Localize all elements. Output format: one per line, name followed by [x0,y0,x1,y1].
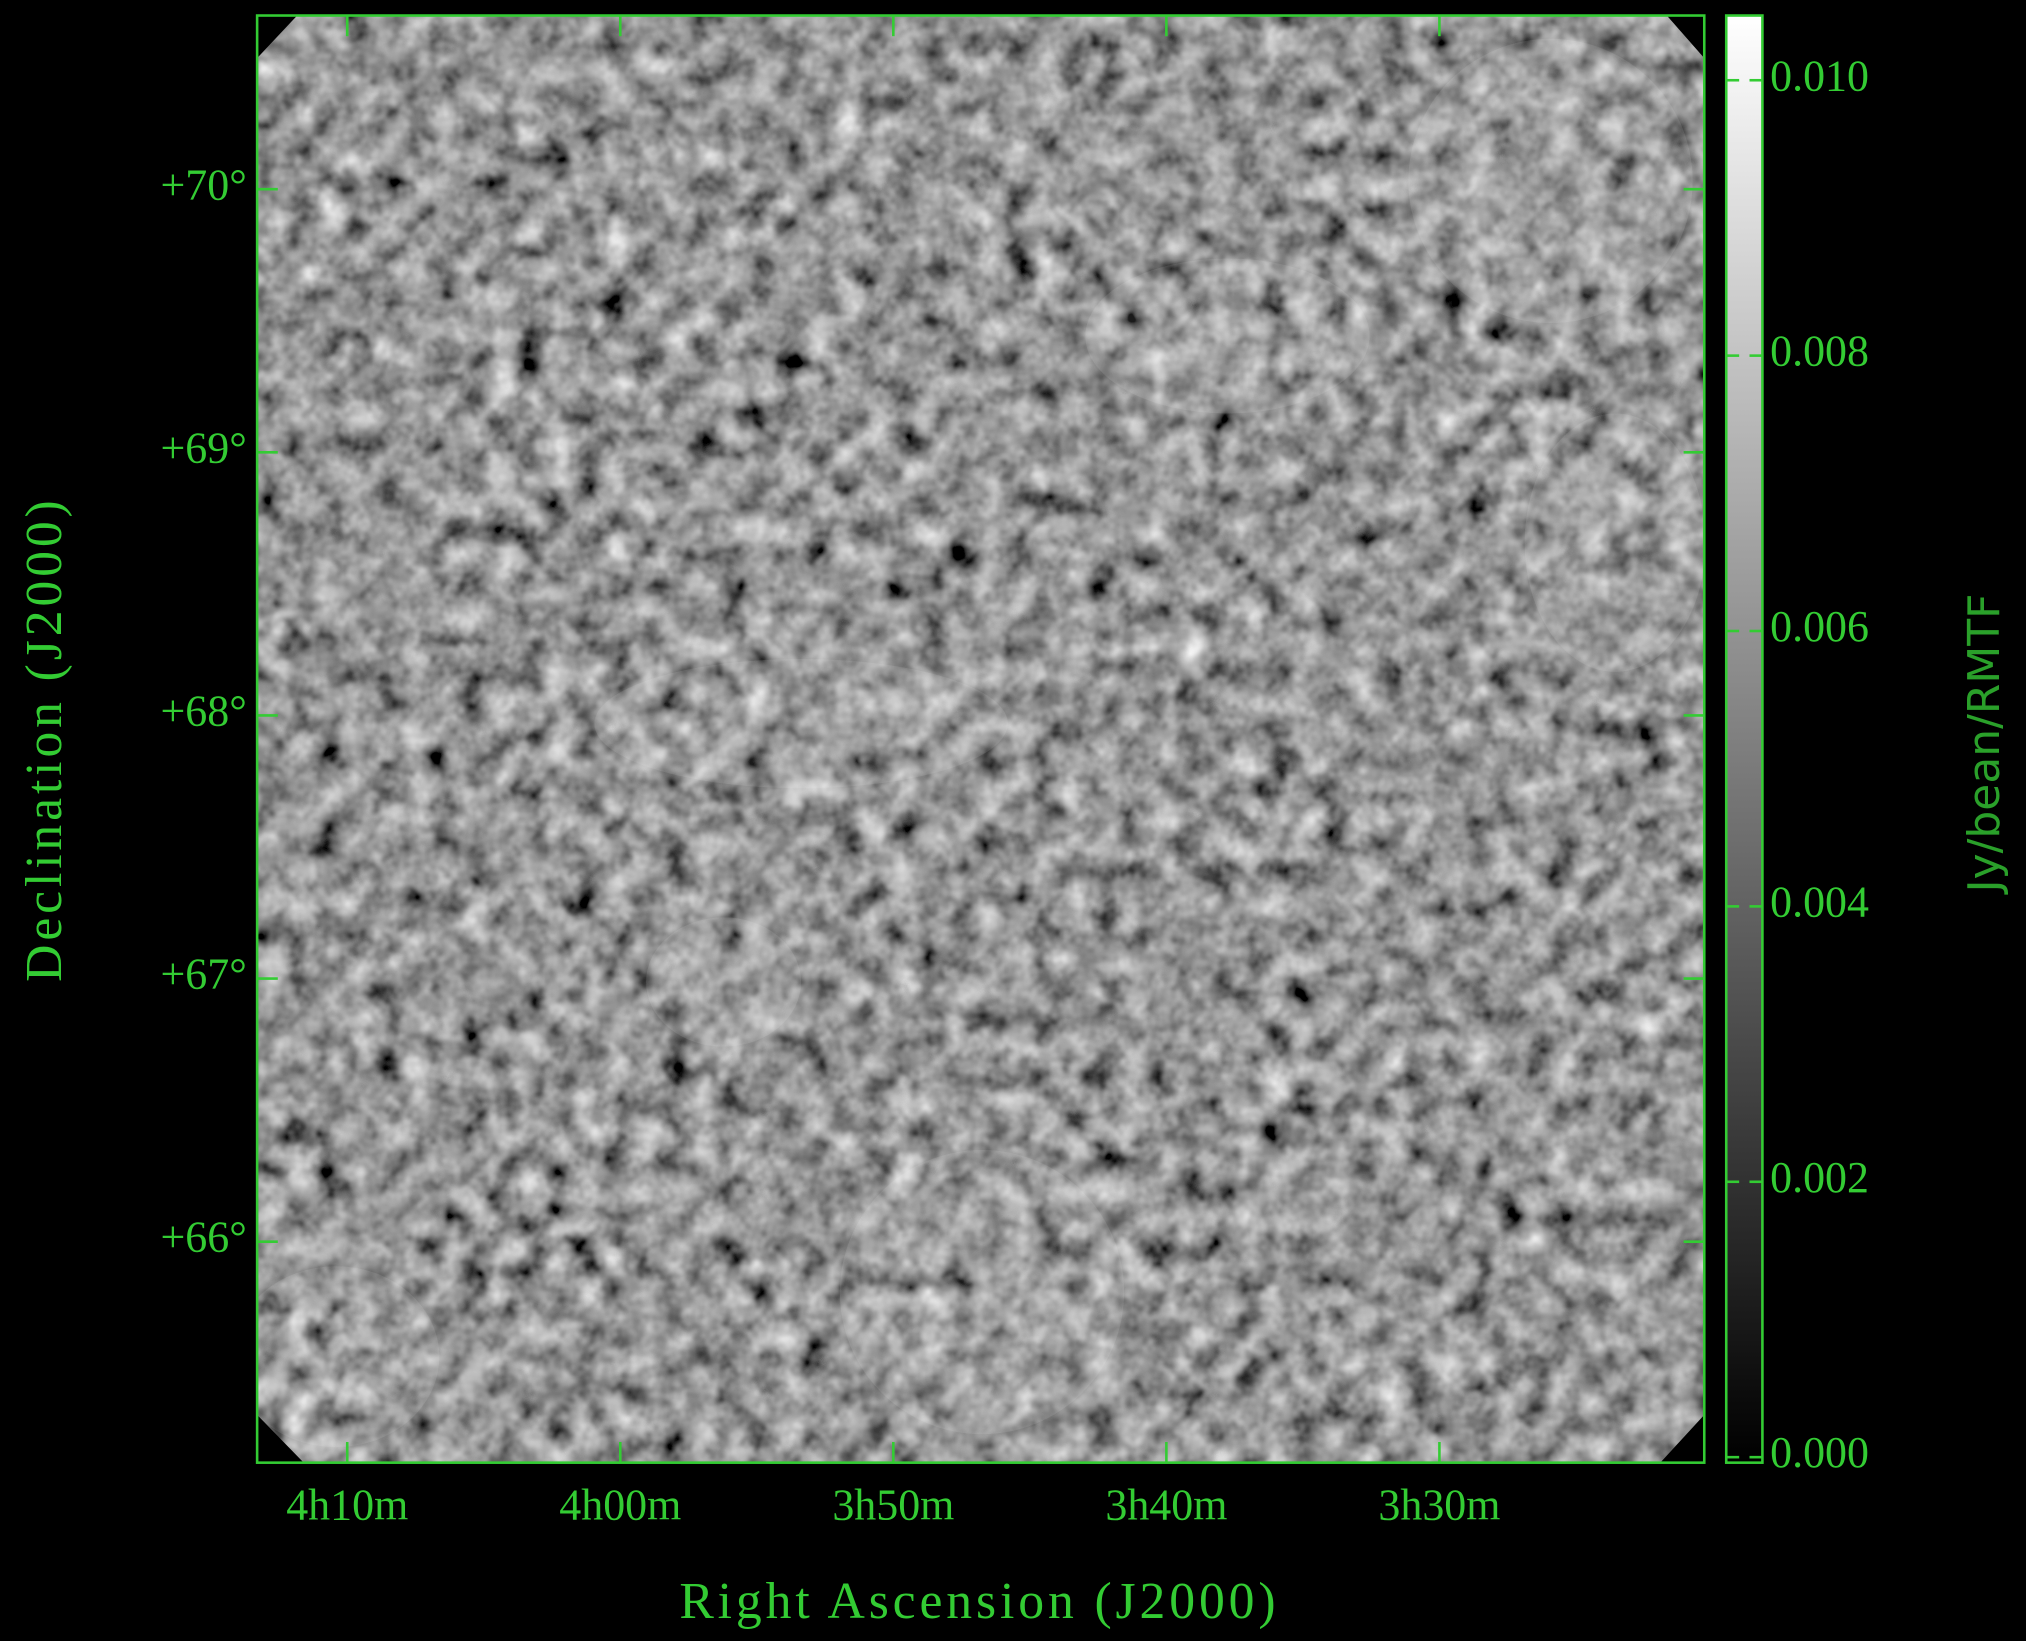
colorbar [1726,16,1762,1463]
colorbar-tick-label: 0.004 [1770,877,1869,926]
colorbar-tick-label: 0.000 [1770,1428,1869,1477]
colorbar-tick-label: 0.010 [1770,51,1869,100]
colorbar-tick-label: 0.008 [1770,327,1869,376]
y-tick-label: +70° [161,160,247,209]
y-axis-label: Declination (J2000) [16,496,73,982]
x-tick-label: 4h00m [559,1480,681,1529]
colorbar-tick-label: 0.006 [1770,602,1869,651]
y-tick-label: +66° [161,1213,247,1262]
bright-region [594,659,1007,788]
bright-region [1085,258,1369,413]
bright-region [1408,39,1692,323]
x-tick-label: 3h30m [1378,1480,1500,1529]
y-tick-label: +69° [161,423,247,472]
x-tick-label: 4h10m [286,1480,408,1529]
bright-region [1525,413,1706,671]
chart: Right Ascension (J2000) Declination (J20… [0,0,2026,1641]
page: {"chart_data": { "type": "image", "xlabe… [0,0,2026,1641]
bright-region [646,917,801,1046]
bright-region [233,1266,440,1447]
y-tick-label: +67° [161,950,247,999]
bright-region [840,1150,1124,1434]
colorbar-tick-label: 0.002 [1770,1153,1869,1202]
image-layer [233,16,1706,1463]
colorbar-label: Jy/bean/RMTF [1959,594,2010,896]
x-axis-label: Right Ascension (J2000) [679,1573,1279,1630]
y-tick-label: +68° [161,686,247,735]
x-tick-label: 3h40m [1105,1480,1227,1529]
x-tick-label: 3h50m [832,1480,954,1529]
